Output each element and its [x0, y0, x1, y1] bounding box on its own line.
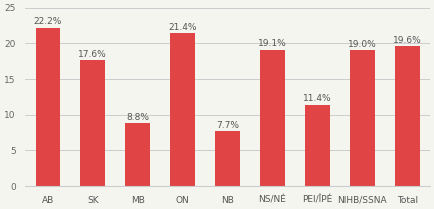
Bar — [170, 33, 195, 186]
Bar — [260, 50, 285, 186]
Bar — [125, 123, 150, 186]
Bar — [36, 28, 60, 186]
Bar — [395, 46, 420, 186]
Text: 8.8%: 8.8% — [126, 113, 149, 122]
Bar — [350, 51, 375, 186]
Text: 21.4%: 21.4% — [168, 23, 197, 32]
Bar — [215, 131, 240, 186]
Text: 11.4%: 11.4% — [303, 94, 332, 103]
Text: 17.6%: 17.6% — [79, 50, 107, 59]
Bar — [80, 60, 105, 186]
Text: 19.1%: 19.1% — [258, 39, 287, 48]
Bar — [305, 105, 330, 186]
Text: 19.0%: 19.0% — [348, 40, 377, 49]
Text: 7.7%: 7.7% — [216, 121, 239, 130]
Text: 19.6%: 19.6% — [393, 36, 422, 45]
Text: 22.2%: 22.2% — [34, 17, 62, 26]
